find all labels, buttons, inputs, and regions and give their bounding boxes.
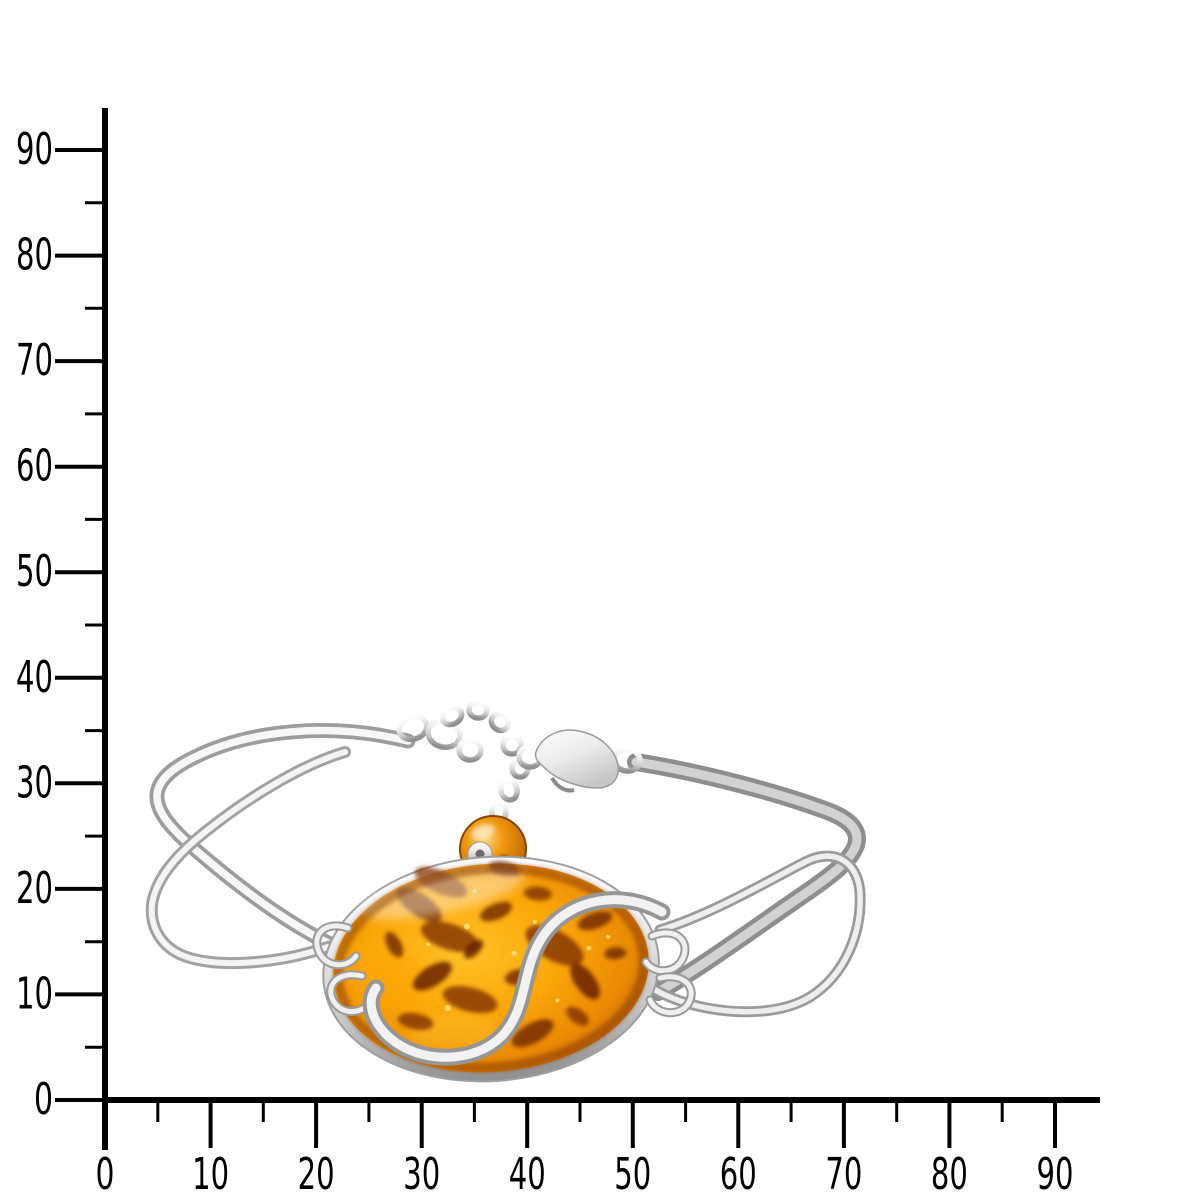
extension-chain [396, 699, 643, 824]
chain-link [498, 777, 520, 803]
y-tick-label: 50 [16, 546, 53, 597]
ruler-axes [55, 108, 1100, 1150]
amber-sparkle [426, 942, 431, 947]
amber-inclusion [480, 901, 513, 922]
y-tick-label: 20 [16, 863, 53, 914]
y-axis-labels: 0 10 20 30 40 50 60 70 80 90 [16, 124, 53, 1125]
axis-lines [102, 108, 1100, 1150]
x-tick-label: 40 [509, 1149, 546, 1200]
silver-curls [312, 921, 696, 1018]
chain-link [396, 713, 430, 743]
y-tick-label: 30 [16, 757, 53, 808]
y-tick-label: 60 [16, 441, 53, 492]
x-tick-label: 80 [931, 1149, 968, 1200]
bead-cap-hole [475, 849, 485, 859]
clasp-trigger [550, 776, 575, 793]
amber-inclusion [464, 939, 484, 959]
y-tick-label: 10 [16, 968, 53, 1019]
x-axis-minor-ticks [156, 1100, 1004, 1122]
curl-highlight [314, 923, 359, 968]
band-wire-highlight [639, 853, 863, 1015]
y-tick-label: 70 [16, 335, 53, 386]
amber-inclusion [397, 1012, 434, 1030]
amber-sparkle [532, 919, 537, 924]
amber-inclusion [566, 1006, 589, 1026]
amber-sparkle [511, 950, 517, 956]
y-tick-label: 40 [16, 652, 53, 703]
chain-link [456, 737, 484, 763]
x-tick-label: 0 [96, 1149, 115, 1200]
chain-link [466, 699, 490, 721]
x-tick-label: 20 [298, 1149, 335, 1200]
right-crossed-band [627, 753, 866, 1018]
x-tick-label: 10 [192, 1149, 229, 1200]
y-axis-minor-ticks [85, 201, 105, 1049]
amber-inclusion [413, 961, 452, 991]
bead-highlight [471, 824, 495, 840]
amber-inclusion [577, 911, 613, 931]
lobster-clasp [534, 729, 619, 793]
amber-inclusion [442, 986, 498, 1014]
stone-top-highlight [358, 866, 525, 920]
chain-link [500, 733, 524, 757]
clasp-body [534, 729, 619, 789]
amber-stone-setting [322, 855, 660, 1083]
amber-sparkle [464, 923, 471, 930]
curl-highlight [643, 930, 688, 974]
swirl-highlight [366, 895, 667, 1062]
x-axis-labels: 0 10 20 30 40 50 60 70 80 90 [96, 1149, 1074, 1200]
chain-link [439, 704, 465, 728]
x-tick-label: 70 [825, 1149, 862, 1200]
y-tick-label: 80 [16, 230, 53, 281]
amber-sparkle [444, 1005, 451, 1012]
curl-highlight [647, 974, 694, 1016]
curl-highlight [328, 972, 375, 1014]
x-tick-label: 50 [614, 1149, 651, 1200]
y-tick-label: 90 [16, 124, 53, 175]
amber-sparkle [555, 998, 560, 1003]
amber-glow [370, 953, 431, 1010]
bracelet-photo [145, 699, 866, 1083]
y-axis-major-ticks [55, 148, 105, 1102]
silver-swirl-overlay [362, 891, 671, 1066]
x-axis-major-ticks [103, 1100, 1057, 1148]
amber-inclusion [420, 921, 479, 953]
band-wire-highlight [631, 757, 862, 997]
amber-inclusion [523, 886, 552, 901]
amber-inclusion [570, 963, 600, 1000]
amber-sparkle [606, 934, 611, 939]
x-tick-label: 60 [720, 1149, 757, 1200]
chain-link [488, 710, 512, 734]
amber-sparkle [586, 945, 592, 951]
x-tick-label: 90 [1037, 1149, 1074, 1200]
amber-inclusion [604, 947, 627, 960]
x-tick-label: 30 [403, 1149, 440, 1200]
y-tick-label: 0 [34, 1074, 53, 1125]
band-wire-highlight [153, 726, 412, 962]
amber-inclusion [511, 1019, 554, 1048]
amber-inclusion [385, 931, 404, 958]
